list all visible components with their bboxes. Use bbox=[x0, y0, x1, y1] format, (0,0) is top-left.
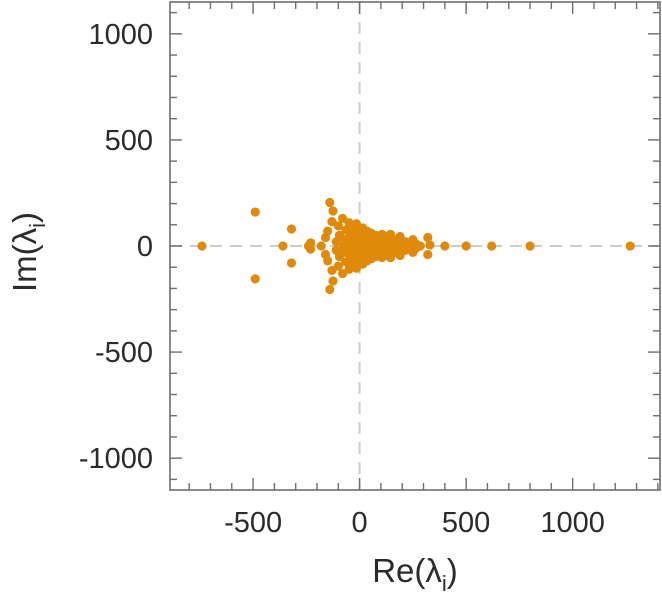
y-tick-label: 500 bbox=[105, 125, 153, 157]
data-point bbox=[250, 207, 260, 217]
x-tick-label: 500 bbox=[442, 507, 490, 539]
data-point bbox=[425, 240, 435, 250]
data-point bbox=[286, 224, 297, 234]
data-points bbox=[197, 197, 635, 295]
data-point bbox=[323, 226, 333, 236]
data-point bbox=[306, 244, 316, 254]
x-tick-label: -500 bbox=[224, 507, 282, 539]
data-point bbox=[423, 232, 433, 243]
data-point bbox=[415, 241, 425, 251]
y-tick-label: 0 bbox=[137, 231, 153, 263]
data-point bbox=[325, 284, 335, 295]
data-point bbox=[625, 241, 635, 251]
data-point bbox=[323, 256, 333, 266]
data-point bbox=[316, 241, 326, 251]
data-point bbox=[197, 241, 207, 251]
y-ticks: -1000 -500 0 500 1000 bbox=[79, 11, 660, 481]
x-tick-label: 0 bbox=[352, 507, 368, 539]
data-point bbox=[328, 206, 338, 216]
data-point bbox=[333, 261, 343, 271]
x-tick-label: 1000 bbox=[540, 507, 605, 539]
data-point bbox=[325, 197, 335, 208]
data-point bbox=[487, 241, 497, 251]
data-point bbox=[250, 274, 260, 284]
y-axis-label: Im(λi) bbox=[6, 212, 50, 292]
data-point bbox=[440, 241, 450, 251]
data-point bbox=[306, 238, 316, 248]
data-point bbox=[286, 258, 297, 268]
data-point bbox=[328, 276, 338, 286]
data-point bbox=[525, 241, 535, 251]
x-axis-label: Re(λi) bbox=[372, 552, 458, 596]
data-point bbox=[423, 249, 433, 260]
data-point bbox=[333, 221, 343, 231]
y-tick-label: 1000 bbox=[88, 19, 153, 51]
data-point bbox=[461, 241, 471, 251]
y-tick-label: -500 bbox=[95, 337, 153, 369]
data-point bbox=[278, 241, 288, 251]
y-tick-label: -1000 bbox=[79, 443, 153, 475]
x-ticks: -500 0 500 1000 bbox=[188, 2, 659, 539]
